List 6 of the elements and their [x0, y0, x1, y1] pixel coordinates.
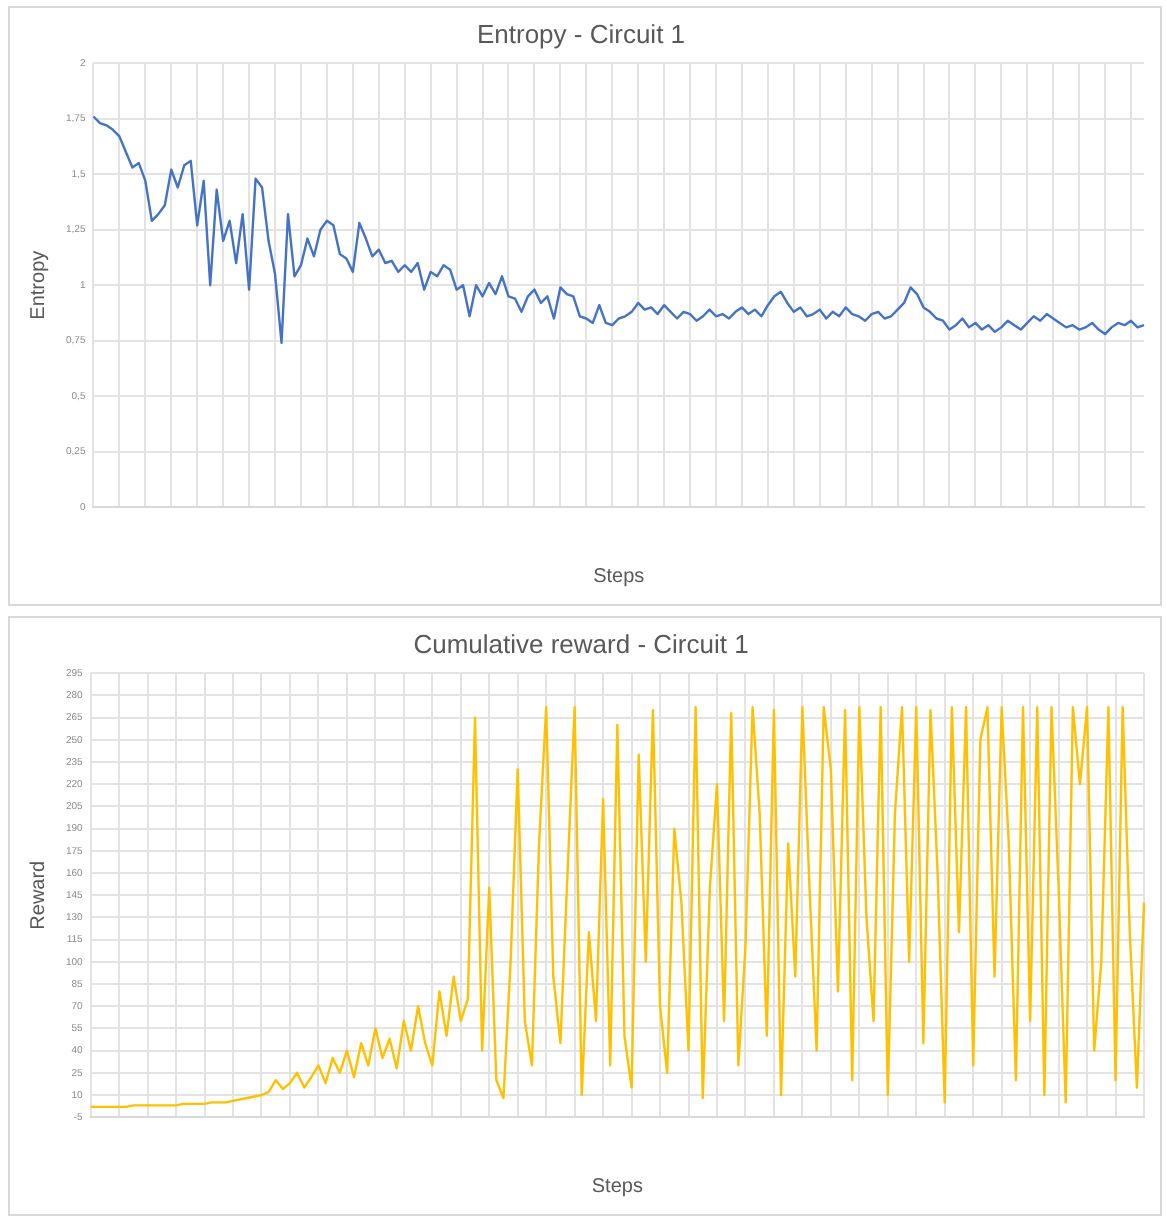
chart-title: Cumulative reward - Circuit 1 [413, 628, 749, 659]
chart-title: Entropy - Circuit 1 [476, 18, 686, 49]
x-axis-title: Steps [591, 1175, 643, 1198]
x-axis-title: Steps [593, 565, 645, 588]
y-axis-title: Entropy [27, 250, 50, 320]
y-axis-title: Reward [27, 860, 50, 930]
